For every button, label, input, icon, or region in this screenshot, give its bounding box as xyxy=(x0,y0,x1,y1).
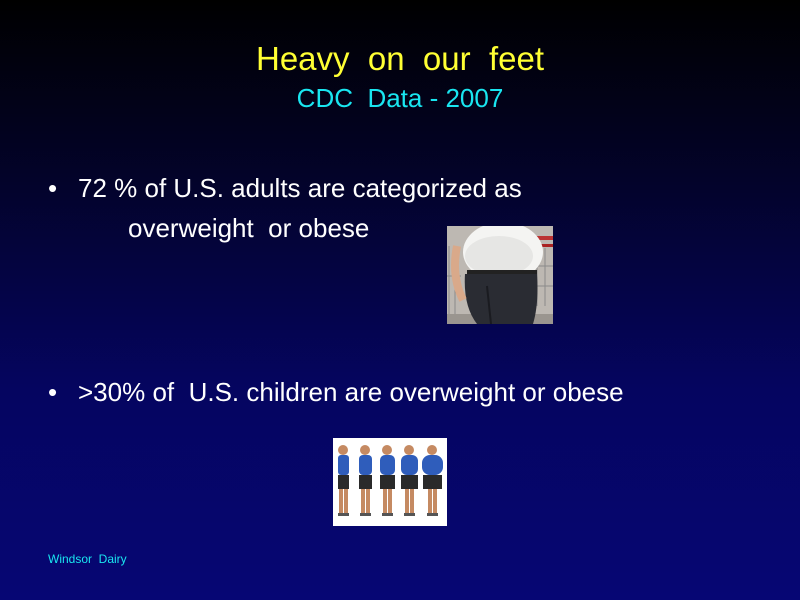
bullet-adults-line1: 72 % of U.S. adults are categorized as xyxy=(78,173,522,203)
bullet-children: • >30% of U.S. children are overweight or… xyxy=(48,372,624,412)
bullet-children-text: >30% of U.S. children are overweight or … xyxy=(78,377,624,407)
bullet-symbol: • xyxy=(48,377,58,407)
slide-title: Heavy on our feet xyxy=(256,40,544,77)
overweight-man-photo xyxy=(447,226,553,324)
children-silhouettes-photo xyxy=(333,438,447,526)
bullet-adults: • 72 % of U.S. adults are categorized as o… xyxy=(48,168,522,248)
bullet-adults-line2: overweight or obese xyxy=(128,213,370,243)
footer-text: Windsor Dairy xyxy=(48,552,127,566)
bullet-symbol: • xyxy=(48,173,58,203)
slide-subtitle: CDC Data - 2007 xyxy=(296,83,504,113)
